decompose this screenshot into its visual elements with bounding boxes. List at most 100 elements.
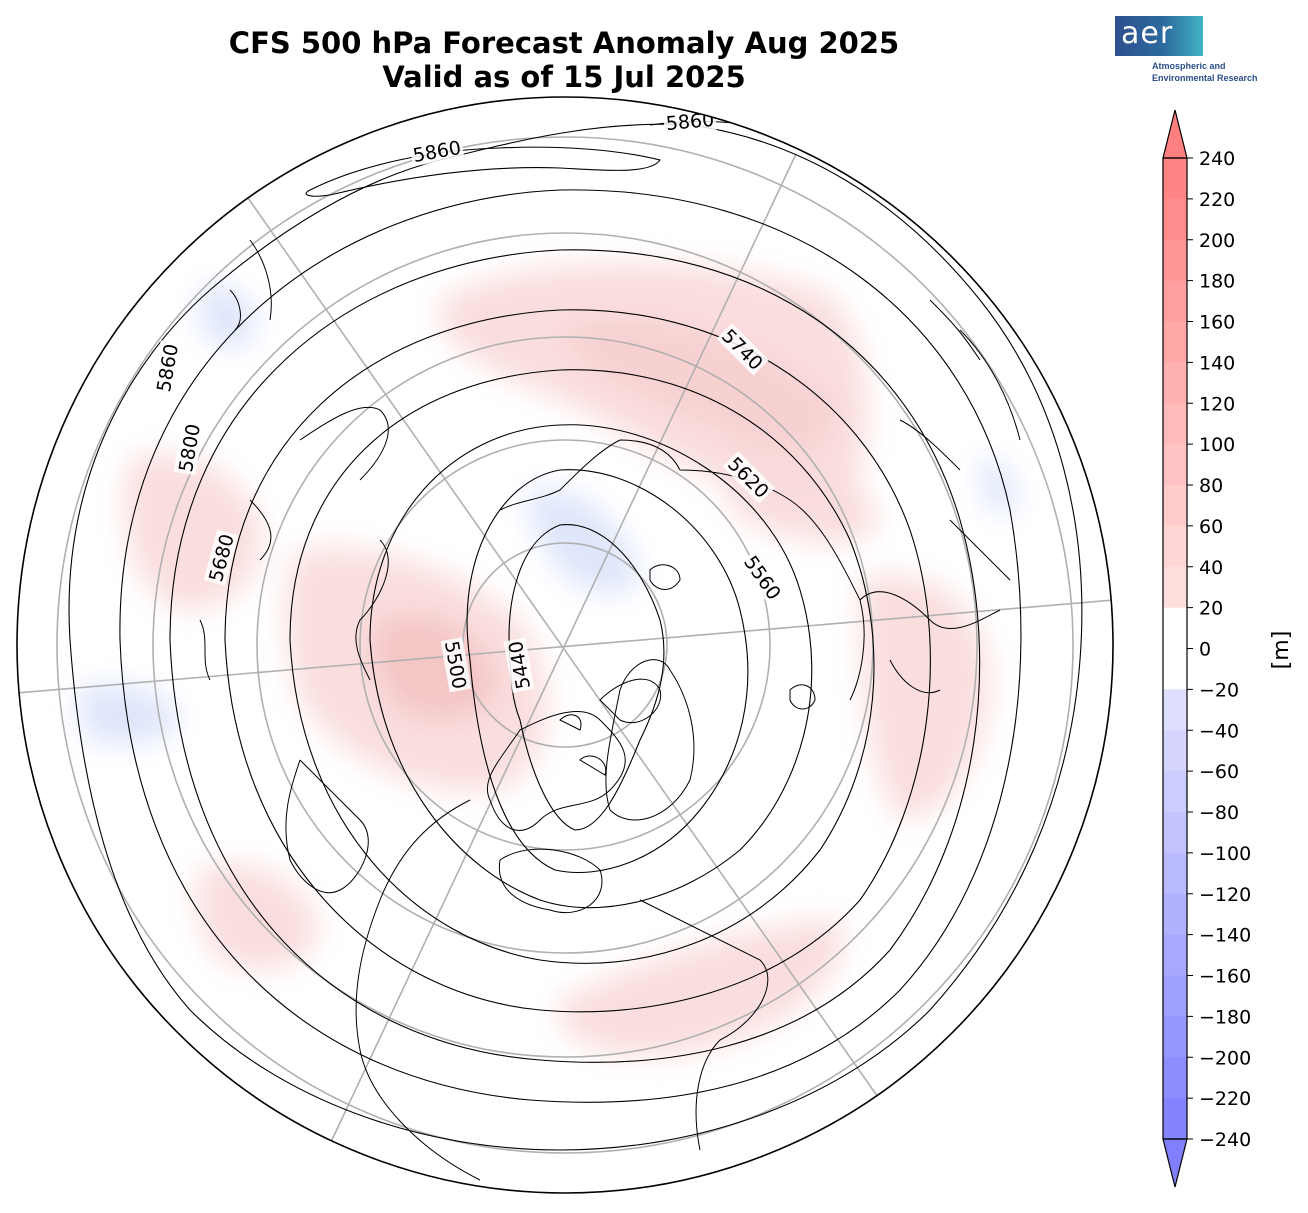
colorbar-segment — [1163, 485, 1187, 527]
contour-label-bg — [738, 549, 787, 606]
colorbar-segment — [1163, 158, 1187, 200]
colorbar-tick-label: 240 — [1199, 148, 1235, 170]
colorbar-segment — [1163, 1016, 1187, 1058]
contour-label-bg — [503, 637, 535, 693]
colorbar-ticks: 240220200180160140120100806040200−20−40−… — [1187, 148, 1251, 1151]
colorbar-tick-label: −240 — [1199, 1129, 1251, 1151]
contour-5440 — [508, 524, 665, 831]
colorbar-tick-label: −220 — [1199, 1088, 1251, 1110]
colorbar-tick-label: 40 — [1199, 557, 1223, 579]
chart-title-line2: Valid as of 15 Jul 2025 — [382, 60, 746, 94]
contour-label-text: 5860 — [411, 137, 462, 167]
anomaly-shading — [77, 263, 1016, 1056]
meridians — [17, 153, 1113, 1145]
negative-anomaly-region — [200, 285, 256, 348]
positive-anomaly-region — [725, 440, 880, 544]
contour-label-text: 5860 — [665, 109, 715, 135]
aer-logo-subtitle-1: Atmospheric and — [1152, 61, 1226, 71]
height-contours — [68, 120, 1083, 1151]
contour-5860 — [68, 123, 1083, 1151]
colorbar-tick-label: −80 — [1199, 802, 1239, 824]
coastlines — [199, 239, 1021, 1181]
contour-label-bg — [716, 323, 769, 376]
lat-circle — [152, 232, 978, 1058]
aer-logo-subtitle-2: Environmental Research — [1152, 73, 1258, 83]
colorbar-segment — [1163, 852, 1187, 895]
coastline-north-america-arctic — [486, 710, 626, 831]
coastline-greenland — [605, 659, 695, 821]
contour-label: 5560 — [738, 549, 787, 606]
colorbar-segment — [1163, 566, 1187, 609]
colorbar-tick-label: 20 — [1199, 598, 1223, 620]
coastline-japan — [229, 239, 272, 331]
colorbar-tick-label: 180 — [1199, 271, 1235, 293]
positive-anomaly-region — [195, 863, 320, 970]
colorbar-body — [1162, 109, 1188, 1188]
colorbar-extend-max — [1162, 109, 1188, 159]
coastline-asia — [199, 406, 389, 681]
contour-label-bg — [203, 529, 239, 586]
colorbar-segment — [1163, 648, 1187, 690]
colorbar-tick-label: 80 — [1199, 475, 1223, 497]
colorbar-segment — [1163, 1057, 1187, 1099]
colorbar-extend-min — [1162, 1138, 1188, 1188]
contour-5680 — [224, 309, 931, 1013]
colorbar-segment — [1163, 893, 1187, 936]
colorbar-tick-label: 120 — [1199, 393, 1235, 415]
colorbar-segment — [1163, 730, 1187, 772]
colorbar-unit-label: [m] — [1269, 631, 1294, 670]
coastline-iceland — [789, 684, 816, 710]
positive-anomaly-region — [559, 920, 844, 1056]
colorbar-segment — [1163, 934, 1187, 976]
colorbar-segment — [1163, 198, 1187, 241]
colorbar-segment — [1163, 239, 1187, 282]
contour-5800 — [119, 189, 1022, 1103]
colorbar-segment — [1163, 321, 1187, 363]
contour-label-bg — [409, 135, 465, 167]
colorbar-segment — [1163, 362, 1187, 404]
negative-anomaly-region — [980, 458, 1016, 516]
colorbar-tick-label: −160 — [1199, 966, 1251, 988]
contour-label: 5440 — [503, 637, 535, 693]
colorbar-tick-label: −180 — [1199, 1006, 1251, 1028]
coastline-eurasia-arctic — [355, 439, 865, 701]
colorbar-tick-label: −200 — [1199, 1047, 1251, 1069]
contour-5560 — [369, 424, 813, 909]
contour-label-bg — [440, 637, 472, 693]
colorbar-tick-label: −60 — [1199, 761, 1239, 783]
colorbar-tick-label: −140 — [1199, 925, 1251, 947]
colorbar-tick-label: −40 — [1199, 720, 1239, 742]
contour-label: 5860 — [409, 135, 465, 167]
colorbar-tick-label: 200 — [1199, 230, 1235, 252]
colorbar-tick-label: −120 — [1199, 884, 1251, 906]
contour-5620 — [289, 369, 875, 964]
colorbar-tick-label: −100 — [1199, 843, 1251, 865]
contour-label-bg — [722, 451, 775, 504]
colorbar-tick-label: −20 — [1199, 679, 1239, 701]
colorbar-tick-label: 220 — [1199, 189, 1235, 211]
colorbar-tick-label: 140 — [1199, 352, 1235, 374]
positive-anomaly-region — [860, 574, 990, 820]
colorbar-segment — [1163, 525, 1187, 568]
contour-label: 5860 — [151, 340, 183, 396]
contour-label-text: 5560 — [739, 552, 785, 604]
colorbar-tick-label: 0 — [1199, 639, 1211, 661]
lat-circle — [56, 136, 1074, 1154]
meridian-line — [329, 153, 797, 1145]
positive-anomaly-region — [560, 319, 835, 453]
aer-logo: aer Atmospheric and Environmental Resear… — [1114, 14, 1264, 86]
chart-title-line1: CFS 500 hPa Forecast Anomaly Aug 2025 — [228, 26, 900, 60]
contour-5740 — [169, 249, 981, 1063]
negative-anomaly-region — [77, 684, 180, 745]
colorbar-tick-label: 160 — [1199, 312, 1235, 334]
latitude-circles — [56, 136, 1074, 1154]
colorbar-segment — [1163, 403, 1187, 445]
colorbar-tick-label: 100 — [1199, 434, 1235, 456]
colorbar-segment — [1163, 280, 1187, 322]
contour-label-bg — [173, 420, 205, 476]
negative-anomaly-region — [527, 488, 640, 594]
coastline-svalbard — [649, 564, 681, 590]
map-boundary — [16, 96, 1114, 1194]
coastline-hudson-bay — [498, 848, 603, 914]
